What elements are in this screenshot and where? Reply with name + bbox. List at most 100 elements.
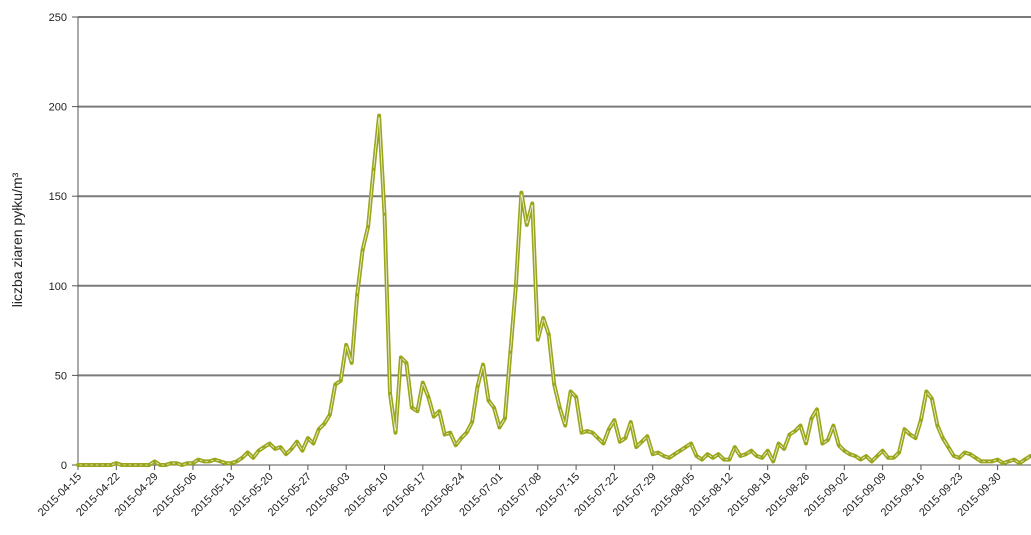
data-point (733, 445, 737, 449)
data-point (831, 424, 836, 428)
data-point (569, 389, 573, 394)
data-point (131, 463, 135, 467)
data-point (207, 459, 211, 463)
data-point (859, 458, 863, 462)
data-point (892, 456, 896, 460)
data-point (333, 382, 337, 386)
data-point (1012, 458, 1016, 462)
axes (77, 17, 1031, 466)
data-point (689, 441, 693, 446)
data-point (98, 463, 102, 467)
data-point (541, 316, 545, 320)
data-point (716, 452, 721, 456)
data-point (465, 431, 469, 435)
y-tick-label: 100 (49, 281, 67, 293)
data-point (952, 454, 956, 458)
data-point (268, 441, 272, 446)
data-point (946, 445, 950, 449)
data-point (372, 167, 376, 171)
data-point (361, 248, 365, 252)
data-point (125, 463, 129, 467)
data-point (120, 463, 124, 467)
data-point (240, 456, 244, 460)
data-point (777, 441, 781, 446)
data-point (437, 409, 441, 413)
data-point (454, 443, 458, 447)
data-point (355, 293, 359, 297)
data-point (525, 223, 529, 227)
data-point (919, 418, 923, 422)
data-point (393, 431, 398, 435)
data-point (705, 452, 710, 456)
data-point (897, 450, 901, 455)
data-point (727, 458, 732, 462)
data-point (246, 450, 250, 455)
y-tick-label: 150 (49, 191, 67, 203)
data-point (136, 463, 140, 467)
data-point (612, 418, 617, 422)
data-point (426, 395, 430, 399)
data-point (590, 431, 595, 435)
data-point (684, 445, 688, 449)
data-point (667, 456, 671, 460)
data-point (218, 459, 222, 463)
data-point (574, 395, 578, 399)
data-point (1006, 459, 1011, 463)
data-point (251, 456, 255, 460)
data-point (344, 343, 348, 347)
data-point (848, 452, 852, 456)
data-point (941, 436, 945, 440)
data-point (185, 461, 190, 465)
data-point (503, 416, 507, 420)
data-point (749, 449, 753, 453)
data-point (837, 443, 841, 447)
data-point (421, 381, 425, 385)
y-tick-label: 50 (55, 370, 67, 382)
data-point (508, 350, 512, 354)
data-point (180, 463, 184, 467)
data-point (388, 391, 392, 395)
data-point (798, 424, 803, 428)
data-point (300, 449, 304, 453)
data-point (339, 379, 343, 383)
data-point (459, 436, 463, 440)
data-point (804, 441, 808, 446)
data-point (985, 459, 989, 463)
data-point (902, 427, 907, 431)
y-axis-label: liczba ziaren pyłku/m³ (9, 172, 25, 307)
data-point (842, 449, 846, 453)
data-point (114, 461, 118, 465)
data-point (311, 441, 315, 446)
data-point (913, 436, 918, 440)
data-point (536, 338, 540, 342)
data-point (399, 355, 403, 360)
data-point (410, 406, 414, 410)
data-point (580, 431, 584, 435)
data-point (908, 432, 912, 437)
grid-lines (78, 16, 1031, 377)
data-point (317, 427, 321, 431)
data-point (585, 429, 589, 433)
data-point (875, 454, 879, 458)
data-point (809, 416, 814, 420)
data-point (547, 332, 551, 336)
data-point (766, 449, 770, 453)
data-point (957, 456, 961, 460)
data-point (328, 413, 332, 417)
data-point (738, 454, 742, 458)
data-point (103, 463, 107, 467)
data-point (558, 406, 562, 410)
data-point (662, 454, 666, 458)
data-point (974, 456, 978, 460)
data-point (722, 458, 726, 462)
data-point (826, 438, 830, 442)
data-point (213, 458, 217, 462)
data-point (224, 461, 228, 465)
data-point (284, 452, 288, 456)
data-point (295, 440, 299, 444)
data-point (382, 212, 387, 216)
data-point (262, 445, 266, 449)
data-point (153, 459, 157, 463)
data-point (191, 461, 195, 465)
